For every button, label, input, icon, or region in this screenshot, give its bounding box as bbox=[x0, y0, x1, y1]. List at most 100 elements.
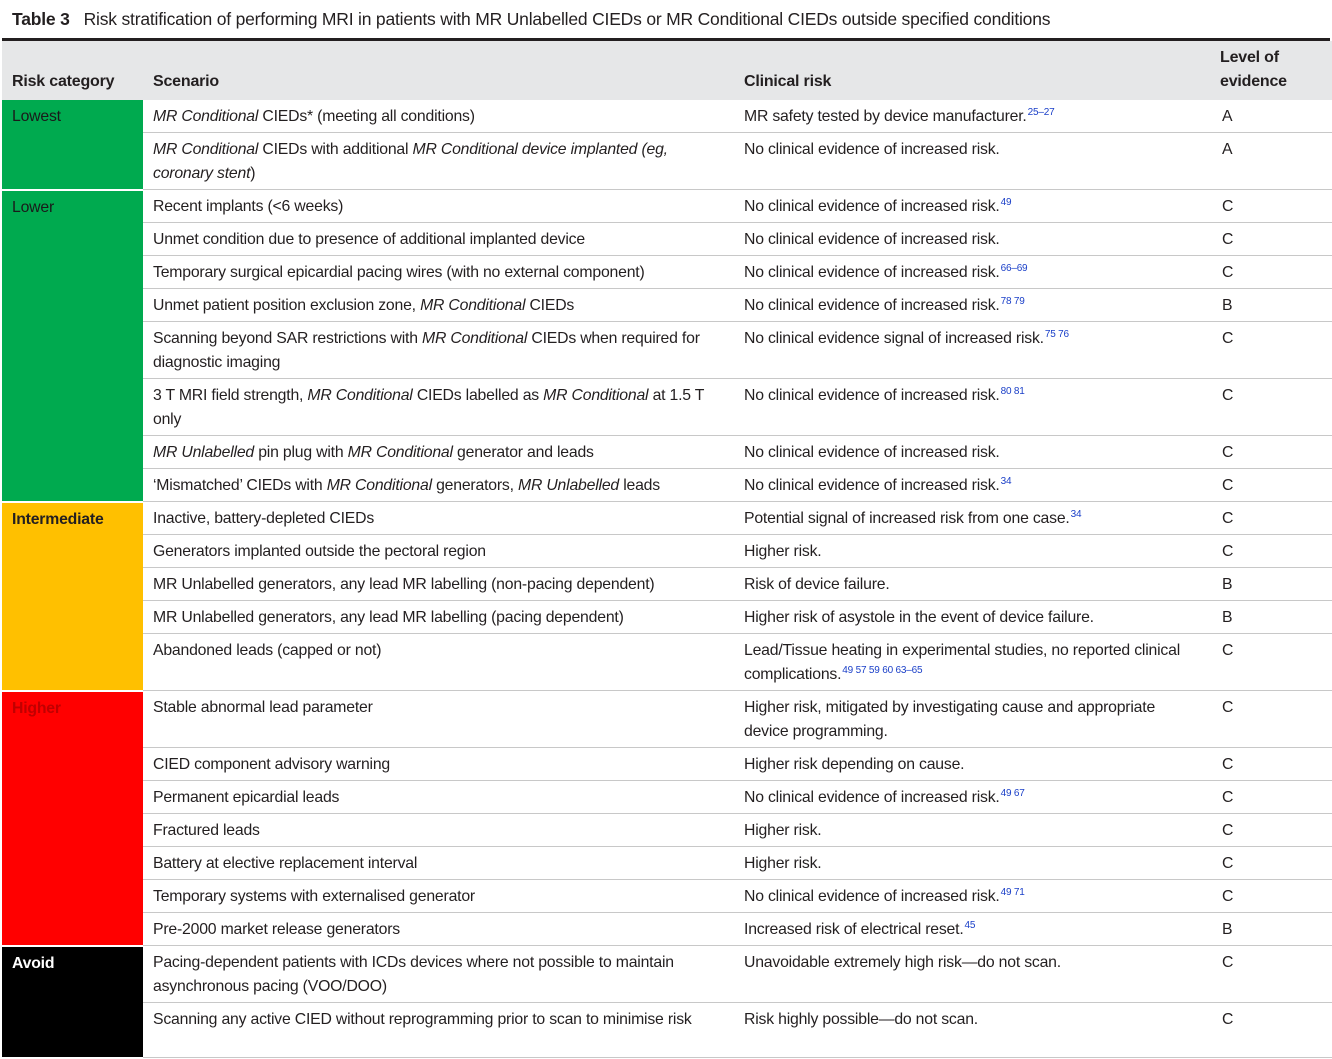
level-of-evidence-cell: C bbox=[1210, 378, 1332, 436]
clinical-risk-cell: Higher risk depending on cause. bbox=[734, 747, 1210, 781]
clinical-risk-cell: No clinical evidence of increased risk.6… bbox=[734, 255, 1210, 289]
scenario-cell: Pacing-dependent patients with ICDs devi… bbox=[143, 945, 734, 1003]
scenario-text: Stable abnormal lead parameter bbox=[153, 699, 373, 716]
scenario-italic: MR Conditional bbox=[153, 141, 259, 158]
level-of-evidence-cell: B bbox=[1210, 567, 1332, 601]
table-row: Abandoned leads (capped or not) Lead/Tiss… bbox=[2, 633, 1332, 691]
scenario-text: Inactive, battery-depleted CIEDs bbox=[153, 510, 375, 527]
scenario-text: at 1.5 T only bbox=[153, 387, 704, 428]
clinical-risk-cell: No clinical evidence of increased risk.4… bbox=[734, 879, 1210, 913]
scenario-italic: MR Unlabelled bbox=[153, 444, 255, 461]
scenario-cell: Stable abnormal lead parameter bbox=[143, 690, 734, 748]
table-row: Unmet condition due to presence of addit… bbox=[2, 222, 1332, 256]
reference-link[interactable]: 49 57 59 60 63–65 bbox=[842, 665, 923, 676]
clinical-risk-cell: No clinical evidence of increased risk.4… bbox=[734, 189, 1210, 223]
scenario-cell: MR Conditional CIEDs* (meeting all condi… bbox=[143, 100, 734, 133]
clinical-risk-cell: Higher risk. bbox=[734, 813, 1210, 847]
table-row: Intermediate Inactive, battery-depleted C… bbox=[2, 501, 1332, 692]
scenario-text: Fractured leads bbox=[153, 822, 260, 839]
table-row: ‘Mismatched’ CIEDs with MR Conditional g… bbox=[2, 468, 1332, 502]
reference-link[interactable]: 45 bbox=[964, 920, 976, 931]
level-of-evidence-cell: C bbox=[1210, 534, 1332, 568]
clinical-risk-cell: Unavoidable extremely high risk—do not s… bbox=[734, 945, 1210, 1003]
level-of-evidence-cell: C bbox=[1210, 813, 1332, 847]
scenario-text: CIED component advisory warning bbox=[153, 756, 391, 773]
reference-link[interactable]: 78 79 bbox=[1000, 296, 1025, 307]
scenario-text: Recent implants (<6 weeks) bbox=[153, 198, 344, 215]
table-title: Risk stratification of performing MRI in… bbox=[83, 8, 1051, 29]
reference-link[interactable]: 34 bbox=[1070, 509, 1082, 520]
level-of-evidence-cell: B bbox=[1210, 288, 1332, 322]
clinical-risk-cell: No clinical evidence of increased risk.3… bbox=[734, 468, 1210, 502]
scenario-text: CIEDs when required for diagnostic imagi… bbox=[153, 330, 700, 371]
risk-category-higher: Higher bbox=[2, 690, 143, 947]
scenario-text: Unmet patient position exclusion zone, bbox=[153, 297, 421, 314]
header-scenario: Scenario bbox=[153, 73, 219, 90]
scenario-text: generators, bbox=[431, 477, 518, 494]
header-clinical-risk: Clinical risk bbox=[744, 73, 832, 90]
scenario-text: Generators implanted outside the pectora… bbox=[153, 543, 486, 560]
table-caption: Table 3 Risk stratification of performin… bbox=[0, 0, 1332, 38]
scenario-cell: Temporary surgical epicardial pacing wir… bbox=[143, 255, 734, 289]
level-of-evidence-cell: C bbox=[1210, 879, 1332, 913]
level-of-evidence-cell: A bbox=[1210, 132, 1332, 190]
scenario-text: Permanent epicardial leads bbox=[153, 789, 340, 806]
table-row: Battery at elective replacement interval… bbox=[2, 846, 1332, 880]
clinical-risk-text: No clinical evidence of increased risk. bbox=[744, 297, 1000, 314]
reference-link[interactable]: 34 bbox=[1000, 476, 1012, 487]
header-row: Risk category Scenario Clinical risk Lev… bbox=[2, 41, 1332, 100]
reference-link[interactable]: 49 67 bbox=[1000, 788, 1025, 799]
scenario-text: Pre-2000 market release generators bbox=[153, 921, 400, 938]
reference-link[interactable]: 49 71 bbox=[1000, 887, 1025, 898]
clinical-risk-cell: Lead/Tissue heating in experimental stud… bbox=[734, 633, 1210, 691]
clinical-risk-cell: Potential signal of increased risk from … bbox=[734, 501, 1210, 535]
scenario-cell: Generators implanted outside the pectora… bbox=[143, 534, 734, 568]
clinical-risk-text: No clinical evidence of increased risk. bbox=[744, 477, 1000, 494]
table-row: MR Unlabelled generators, any lead MR la… bbox=[2, 600, 1332, 634]
scenario-text: MR Unlabelled generators, any lead MR la… bbox=[153, 609, 624, 626]
scenario-italic: MR Conditional bbox=[347, 444, 453, 461]
scenario-cell: Inactive, battery-depleted CIEDs bbox=[143, 501, 734, 535]
scenario-cell: MR Conditional CIEDs with additional MR … bbox=[143, 132, 734, 190]
scenario-cell: MR Unlabelled generators, any lead MR la… bbox=[143, 600, 734, 634]
table-row: Scanning any active CIED without reprogr… bbox=[2, 1002, 1332, 1058]
table-row: Generators implanted outside the pectora… bbox=[2, 534, 1332, 568]
level-of-evidence-cell: C bbox=[1210, 633, 1332, 691]
clinical-risk-text: Potential signal of increased risk from … bbox=[744, 510, 1070, 527]
table-row: Unmet patient position exclusion zone, M… bbox=[2, 288, 1332, 322]
scenario-cell: MR Unlabelled generators, any lead MR la… bbox=[143, 567, 734, 601]
scenario-text: Scanning any active CIED without reprogr… bbox=[153, 1011, 692, 1028]
clinical-risk-text: Higher risk, mitigated by investigating … bbox=[744, 699, 1156, 740]
level-of-evidence-cell: C bbox=[1210, 468, 1332, 502]
reference-link[interactable]: 80 81 bbox=[1000, 386, 1025, 397]
table-row: Avoid Pacing-dependent patients with ICDs… bbox=[2, 945, 1332, 1059]
level-of-evidence-cell: C bbox=[1210, 690, 1332, 748]
table-row: Temporary systems with externalised gene… bbox=[2, 879, 1332, 913]
scenario-text: 3 T MRI field strength, bbox=[153, 387, 308, 404]
scenario-text: generator and leads bbox=[452, 444, 594, 461]
scenario-italic: MR Conditional device implanted (eg, cor… bbox=[153, 141, 668, 182]
level-of-evidence-cell: C bbox=[1210, 189, 1332, 223]
clinical-risk-cell: Increased risk of electrical reset.45 bbox=[734, 912, 1210, 946]
clinical-risk-text: No clinical evidence of increased risk. bbox=[744, 198, 1000, 215]
table-row: MR Unlabelled generators, any lead MR la… bbox=[2, 567, 1332, 601]
table-row: Higher Stable abnormal lead parameter High… bbox=[2, 690, 1332, 947]
scenario-italic: MR Conditional bbox=[153, 108, 259, 125]
scenario-cell: Battery at elective replacement interval bbox=[143, 846, 734, 880]
clinical-risk-text: No clinical evidence of increased risk. bbox=[744, 444, 1000, 461]
scenario-cell: Temporary systems with externalised gene… bbox=[143, 879, 734, 913]
clinical-risk-text: No clinical evidence of increased risk. bbox=[744, 387, 1000, 404]
scenario-cell: Unmet condition due to presence of addit… bbox=[143, 222, 734, 256]
clinical-risk-text: No clinical evidence of increased risk. bbox=[744, 231, 1000, 248]
level-of-evidence-cell: C bbox=[1210, 846, 1332, 880]
clinical-risk-cell: No clinical evidence of increased risk.7… bbox=[734, 288, 1210, 322]
reference-link[interactable]: 75 76 bbox=[1044, 329, 1069, 340]
level-of-evidence-cell: C bbox=[1210, 747, 1332, 781]
scenario-text: Temporary systems with externalised gene… bbox=[153, 888, 475, 905]
reference-link[interactable]: 49 bbox=[1000, 197, 1012, 208]
reference-link[interactable]: 66–69 bbox=[1000, 263, 1028, 274]
reference-link[interactable]: 25–27 bbox=[1027, 107, 1055, 118]
header-level-of-evidence: Level of evidence bbox=[1220, 49, 1287, 90]
scenario-italic: MR Conditional bbox=[326, 477, 432, 494]
clinical-risk-cell: No clinical evidence signal of increased… bbox=[734, 321, 1210, 379]
